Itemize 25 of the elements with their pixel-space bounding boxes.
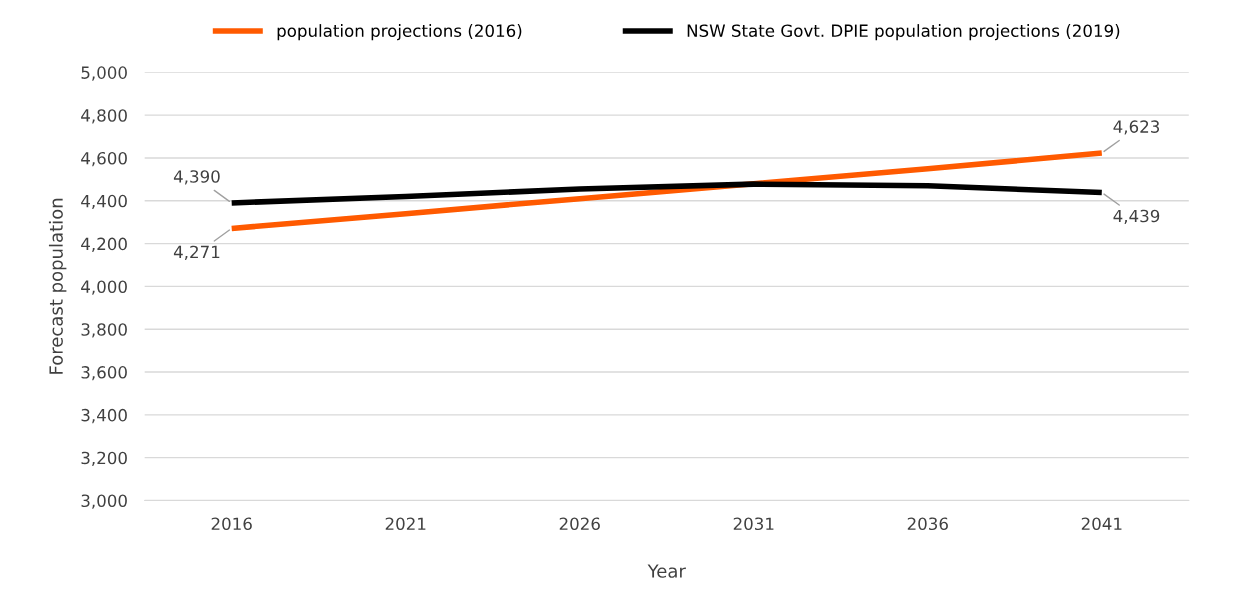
- x-tick-label: 2031: [733, 517, 774, 531]
- legend-label: population projections (2016): [277, 24, 522, 41]
- x-tick-label: 2016: [211, 517, 252, 531]
- y-tick-label: 5,000: [81, 66, 127, 81]
- y-tick-label: 4,600: [81, 151, 127, 167]
- x-tick-label: 2041: [1081, 517, 1122, 531]
- data-label: 4,390: [173, 170, 220, 185]
- y-tick-label: 3,800: [81, 323, 127, 338]
- data-label: 4,623: [1113, 120, 1160, 135]
- y-tick-label: 4,400: [81, 194, 127, 210]
- y-tick-label: 3,400: [81, 408, 127, 424]
- y-tick-label: 4,800: [81, 109, 127, 124]
- y-tick-label: 3,000: [81, 494, 127, 509]
- y-tick-label: 3,200: [81, 451, 127, 466]
- x-tick-label: 2036: [907, 517, 948, 531]
- y-tick-label: 3,600: [81, 366, 127, 381]
- data-label: 4,271: [173, 245, 220, 260]
- data-label: 4,439: [1113, 209, 1160, 224]
- y-tick-label: 4,200: [81, 237, 127, 252]
- y-tick-label: 4,000: [81, 280, 127, 295]
- legend-label: NSW State Govt. DPIE population projections (2019): [687, 24, 1120, 41]
- y-axis-title: Forecast population: [48, 198, 67, 374]
- x-tick-label: 2026: [559, 517, 600, 531]
- x-axis-title: Year: [647, 564, 686, 578]
- x-tick-label: 2021: [385, 517, 426, 531]
